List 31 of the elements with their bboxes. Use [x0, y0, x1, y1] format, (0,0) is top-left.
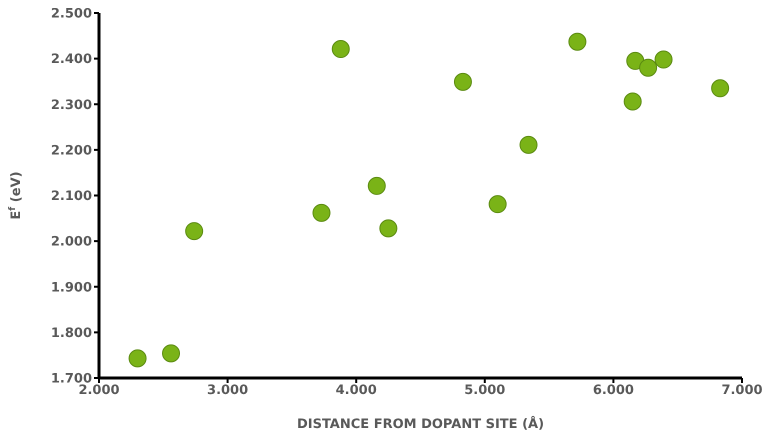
y-tick-label: 1.900	[50, 280, 92, 296]
point	[312, 204, 330, 222]
y-tick-label: 2.200	[50, 143, 92, 158]
point	[568, 32, 586, 51]
y-tick-label: 2.500	[50, 6, 92, 22]
point	[520, 136, 538, 154]
x-tick-label: 4.000	[336, 383, 377, 398]
point	[128, 349, 147, 368]
point	[639, 58, 658, 77]
y-tick-label: 2.100	[50, 189, 92, 204]
point	[332, 40, 350, 58]
x-tick-label: 6.000	[592, 383, 634, 398]
y-tick-label: 1.800	[50, 326, 92, 341]
point	[626, 52, 644, 70]
y-tick-label: 2.000	[50, 234, 92, 250]
point	[368, 176, 386, 195]
point	[624, 92, 642, 111]
y-tick-label: 2.400	[50, 52, 92, 68]
point	[654, 50, 673, 69]
y-tick-label: 2.300	[50, 98, 92, 113]
x-axis-title: DISTANCE FROM DOPANT SITE (Å)	[296, 415, 544, 432]
point	[711, 79, 730, 98]
point	[162, 344, 180, 362]
point	[185, 222, 204, 240]
x-tick-label: 5.000	[464, 383, 506, 398]
x-tick-label: 7.000	[721, 383, 763, 398]
x-tick-label: 3.000	[207, 383, 248, 398]
point	[454, 72, 472, 91]
point	[379, 219, 398, 238]
x-tick-label: 2.000	[78, 383, 120, 398]
point	[488, 195, 507, 214]
